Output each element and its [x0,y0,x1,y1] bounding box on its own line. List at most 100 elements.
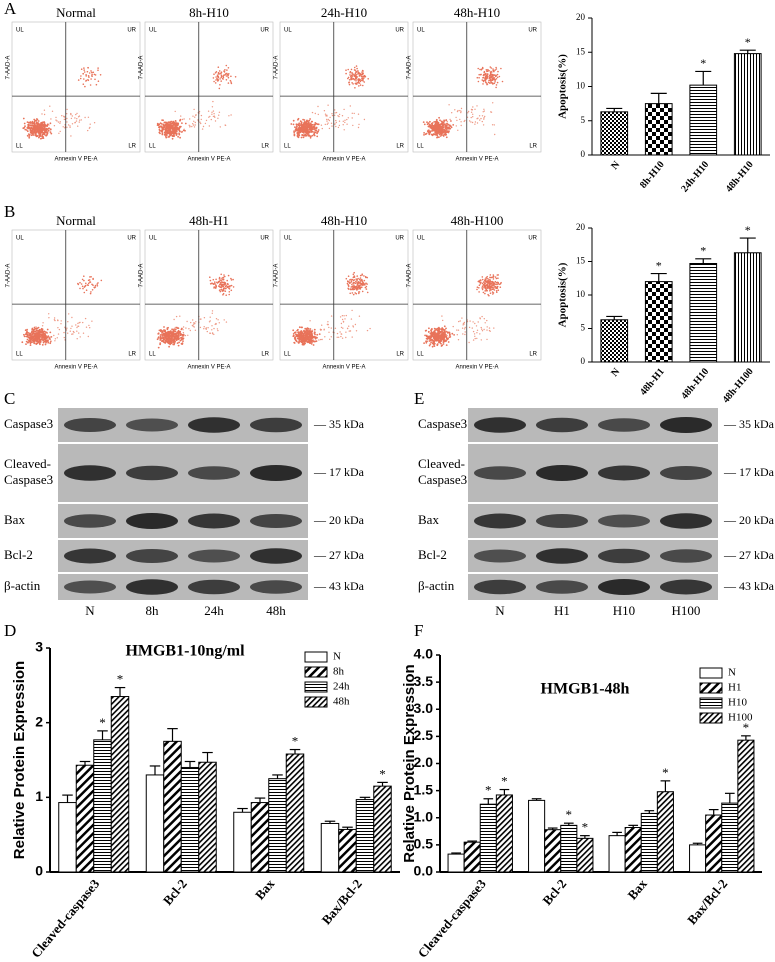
event-dot [496,291,498,294]
kda-label: — 43 kDa [723,579,775,593]
quadrant-label: LR [128,352,136,358]
event-dot [482,80,485,83]
event-dot [197,119,199,121]
event-dot [489,75,491,77]
event-dot [349,105,351,107]
event-dot [171,130,174,133]
event-dot [177,135,180,138]
event-dot [97,80,100,82]
event-dot [45,341,47,344]
event-dot [32,336,35,339]
event-dot [35,326,37,328]
event-dot [356,67,358,70]
event-dot [57,121,60,123]
event-dot [41,133,44,136]
event-dot [79,287,81,290]
y-tick-label: 0 [35,863,43,879]
event-dot [349,330,352,332]
event-dot [488,294,490,297]
event-dot [292,329,295,332]
event-dot [211,312,213,314]
event-dot [26,338,29,341]
event-dot [167,132,170,135]
event-dot [227,74,229,76]
flow-x-label: Annexin V PE-A [187,157,230,163]
event-dot [309,342,311,344]
bar [600,111,629,156]
bar [624,827,642,873]
event-dot [443,325,446,328]
bar [338,828,357,873]
event-dot [348,79,351,81]
event-dot [468,120,471,122]
event-dot [40,333,43,336]
event-dot [50,336,53,338]
event-dot [358,315,361,317]
event-dot [345,72,347,75]
event-dot [449,125,452,128]
event-dot [352,124,354,127]
protein-label: β-actin [418,578,455,593]
event-dot [483,279,486,282]
event-dot [425,329,428,332]
event-dot [427,337,430,340]
event-dot [171,137,174,140]
event-dot [483,73,485,76]
event-dot [326,114,328,116]
event-dot [351,82,353,84]
event-dot [166,131,169,134]
event-dot [38,332,41,334]
event-dot [350,77,353,80]
event-dot [491,281,494,284]
event-dot [223,284,226,286]
event-dot [487,287,489,289]
event-dot [497,277,499,280]
event-dot [24,329,27,332]
event-dot [496,73,499,76]
event-dot [171,328,174,331]
event-dot [481,115,484,117]
event-dot [85,326,88,328]
event-dot [312,339,314,342]
event-dot [456,334,458,336]
event-dot [485,288,487,291]
event-dot [184,334,187,337]
event-dot [83,291,86,294]
event-dot [340,322,343,325]
event-dot [425,340,427,343]
event-dot [63,116,66,118]
event-dot [356,275,359,277]
event-dot [481,120,483,123]
event-dot [480,326,482,329]
quadrant-label: UL [417,28,425,34]
quadrant-label: UR [395,236,404,242]
x-tick-label: Bax/Bcl-2 [684,876,730,927]
event-dot [40,327,43,330]
event-dot [309,135,311,138]
event-dot [158,128,161,131]
event-dot [292,123,295,126]
legend-label: H1 [728,682,741,694]
event-dot [456,329,458,331]
event-dot [165,136,168,139]
event-dot [310,124,313,127]
protein-label: Caspase3 [418,472,467,487]
event-dot [192,319,194,321]
event-dot [438,116,440,119]
event-dot [41,325,44,327]
flow-dots [292,271,371,346]
event-dot [209,283,212,285]
event-dot [174,132,177,135]
bar [544,829,562,873]
event-dot [212,77,215,79]
event-dot [464,326,466,329]
event-dot [79,336,81,338]
event-dot [470,111,473,114]
event-dot [230,279,233,281]
event-dot [343,108,345,111]
event-dot [306,335,308,337]
bar [600,319,629,363]
flow-y-label: 7-AAD-A [274,56,280,80]
event-dot [321,338,323,341]
event-dot [34,131,37,134]
